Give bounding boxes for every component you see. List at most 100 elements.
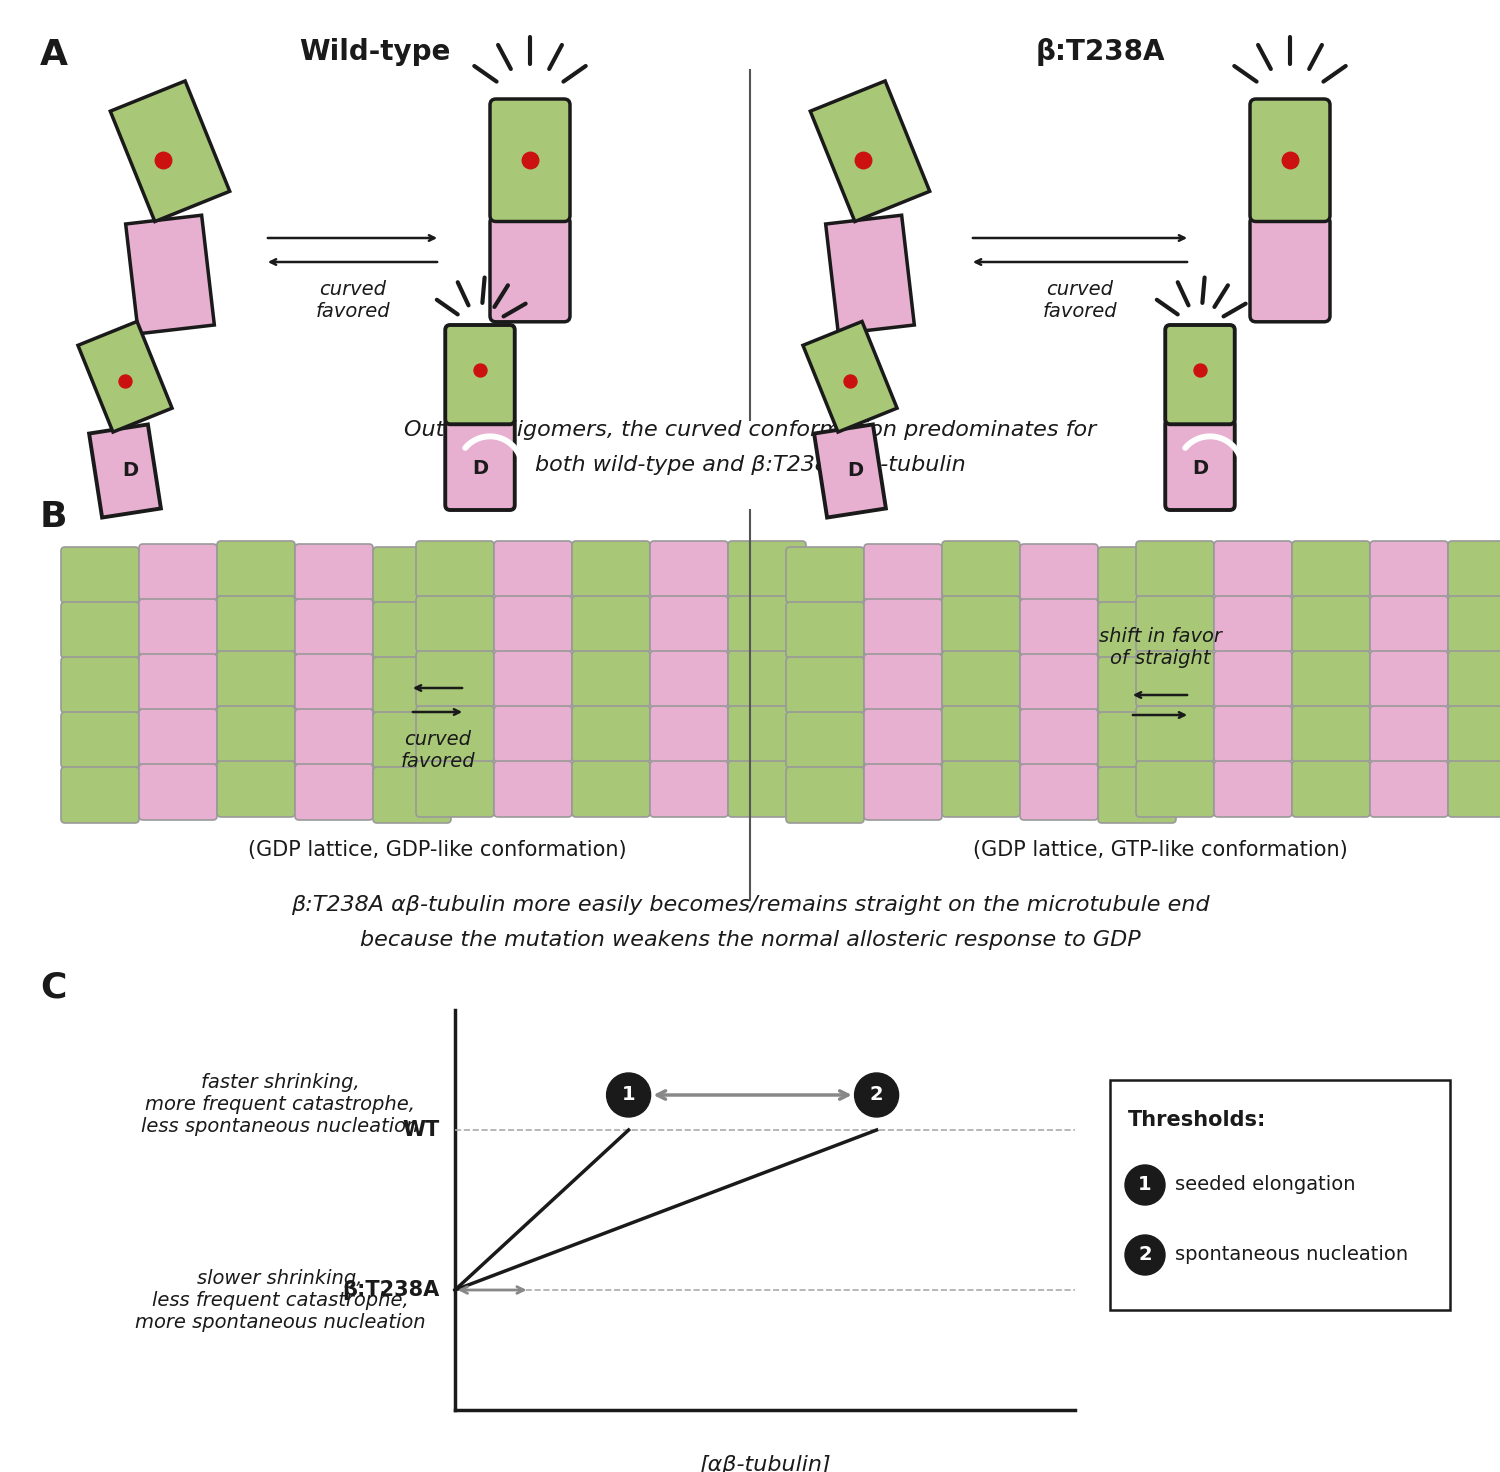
FancyBboxPatch shape [374,657,452,712]
FancyBboxPatch shape [1292,707,1370,762]
FancyBboxPatch shape [1020,710,1098,765]
FancyBboxPatch shape [1136,761,1214,817]
FancyBboxPatch shape [942,542,1020,598]
Text: 1: 1 [622,1085,636,1104]
FancyBboxPatch shape [1448,542,1500,598]
FancyBboxPatch shape [416,707,494,762]
Text: curved
favored: curved favored [315,280,390,321]
FancyBboxPatch shape [494,651,572,707]
FancyBboxPatch shape [1136,596,1214,652]
Text: slower shrinking,
less frequent catastrophe,
more spontaneous nucleation: slower shrinking, less frequent catastro… [135,1269,426,1332]
FancyBboxPatch shape [1098,548,1176,604]
Text: β:T238A: β:T238A [342,1281,439,1300]
FancyBboxPatch shape [62,767,140,823]
FancyBboxPatch shape [416,651,494,707]
FancyBboxPatch shape [650,651,728,707]
FancyBboxPatch shape [62,657,140,712]
Text: WT: WT [402,1120,439,1139]
FancyBboxPatch shape [728,651,806,707]
Text: D: D [1192,459,1208,478]
Circle shape [1125,1164,1166,1206]
FancyBboxPatch shape [650,761,728,817]
Polygon shape [111,81,230,222]
FancyBboxPatch shape [572,596,650,652]
Text: Wild-type: Wild-type [300,38,450,66]
FancyBboxPatch shape [1136,542,1214,598]
FancyBboxPatch shape [942,651,1020,707]
Polygon shape [88,424,160,518]
FancyBboxPatch shape [62,712,140,768]
FancyBboxPatch shape [786,712,864,768]
Text: D: D [122,462,138,480]
FancyBboxPatch shape [1292,651,1370,707]
Text: seeded elongation: seeded elongation [1174,1176,1356,1194]
FancyBboxPatch shape [1214,761,1292,817]
Text: spontaneous nucleation: spontaneous nucleation [1174,1245,1408,1264]
Text: [αβ-tubulin]: [αβ-tubulin] [699,1454,831,1472]
FancyBboxPatch shape [1136,651,1214,707]
FancyBboxPatch shape [140,545,218,601]
FancyBboxPatch shape [1166,420,1234,509]
Text: C: C [40,970,66,1004]
Text: because the mutation weakens the normal allosteric response to GDP: because the mutation weakens the normal … [360,930,1140,949]
FancyBboxPatch shape [786,657,864,712]
FancyBboxPatch shape [1448,596,1500,652]
FancyBboxPatch shape [374,712,452,768]
FancyBboxPatch shape [296,545,374,601]
FancyBboxPatch shape [296,654,374,710]
FancyBboxPatch shape [1136,707,1214,762]
FancyBboxPatch shape [864,654,942,710]
FancyBboxPatch shape [728,542,806,598]
FancyBboxPatch shape [374,767,452,823]
FancyBboxPatch shape [572,707,650,762]
Text: (GDP lattice, GDP-like conformation): (GDP lattice, GDP-like conformation) [248,841,627,860]
FancyBboxPatch shape [1448,651,1500,707]
Circle shape [855,1073,898,1117]
FancyBboxPatch shape [217,651,296,707]
Polygon shape [126,215,214,334]
Text: 2: 2 [870,1085,883,1104]
FancyBboxPatch shape [864,599,942,655]
Text: 1: 1 [1138,1176,1152,1194]
FancyBboxPatch shape [494,596,572,652]
FancyBboxPatch shape [1020,764,1098,820]
FancyBboxPatch shape [942,596,1020,652]
Text: Thresholds:: Thresholds: [1128,1110,1266,1130]
FancyBboxPatch shape [1020,599,1098,655]
FancyBboxPatch shape [140,764,218,820]
FancyBboxPatch shape [1370,761,1448,817]
FancyBboxPatch shape [650,542,728,598]
FancyBboxPatch shape [1370,542,1448,598]
FancyBboxPatch shape [786,602,864,658]
FancyBboxPatch shape [494,542,572,598]
FancyBboxPatch shape [1292,761,1370,817]
FancyBboxPatch shape [1250,216,1330,322]
Polygon shape [810,81,930,222]
Polygon shape [815,424,886,518]
Text: 2: 2 [1138,1245,1152,1264]
FancyBboxPatch shape [494,707,572,762]
FancyBboxPatch shape [728,761,806,817]
FancyBboxPatch shape [416,761,494,817]
FancyBboxPatch shape [296,599,374,655]
Text: D: D [472,459,488,478]
Text: D: D [847,462,862,480]
FancyBboxPatch shape [1214,707,1292,762]
FancyBboxPatch shape [446,420,514,509]
FancyBboxPatch shape [416,542,494,598]
FancyBboxPatch shape [728,596,806,652]
FancyBboxPatch shape [572,651,650,707]
FancyBboxPatch shape [490,216,570,322]
FancyBboxPatch shape [1098,602,1176,658]
FancyBboxPatch shape [217,707,296,762]
FancyBboxPatch shape [1098,767,1176,823]
FancyBboxPatch shape [1370,596,1448,652]
FancyBboxPatch shape [217,761,296,817]
FancyBboxPatch shape [1448,707,1500,762]
FancyBboxPatch shape [1370,707,1448,762]
FancyBboxPatch shape [864,764,942,820]
FancyBboxPatch shape [942,761,1020,817]
FancyBboxPatch shape [864,545,942,601]
FancyBboxPatch shape [217,542,296,598]
Polygon shape [825,215,915,334]
